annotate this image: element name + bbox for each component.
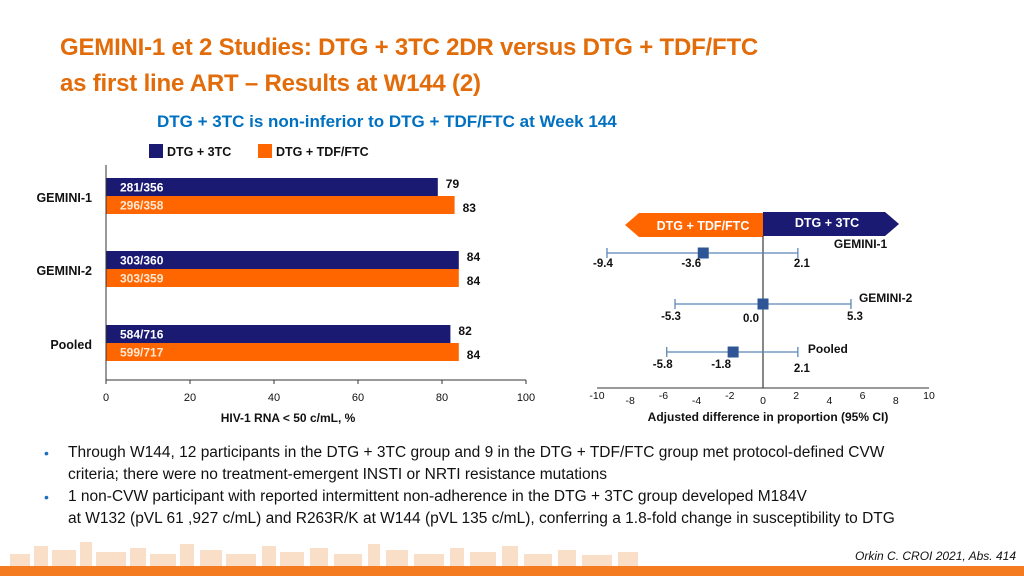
chart-subtitle: DTG + 3TC is non-inferior to DTG + TDF/F… bbox=[157, 112, 617, 131]
legend-swatch bbox=[258, 144, 272, 158]
ci-lower-label: -5.3 bbox=[661, 311, 681, 323]
bar-value-label: 84 bbox=[467, 348, 481, 362]
x-axis-title: HIV-1 RNA < 50 c/mL, % bbox=[221, 411, 356, 425]
bar bbox=[106, 325, 451, 343]
x-tick-label: 100 bbox=[517, 392, 535, 404]
x-tick-label: -8 bbox=[626, 395, 635, 407]
legend-label: DTG + 3TC bbox=[167, 145, 231, 159]
ci-lower-label: -9.4 bbox=[593, 258, 613, 270]
ci-upper-label: 5.3 bbox=[847, 311, 863, 323]
bar bbox=[106, 196, 455, 214]
point-estimate-marker bbox=[727, 346, 739, 358]
footer-bar bbox=[0, 566, 1024, 576]
arrow-left-icon bbox=[625, 213, 763, 237]
arrow-right-label: DTG + 3TC bbox=[795, 216, 859, 230]
bar-fraction-label: 303/359 bbox=[120, 272, 164, 286]
bar-chart: DTG + 3TC DTG + TDF/FTC GEMINI-1 281/356 79 2… bbox=[36, 144, 535, 425]
x-tick-label: -4 bbox=[692, 395, 701, 407]
ci-upper-label: 2.1 bbox=[794, 363, 811, 375]
x-tick-label: -10 bbox=[589, 390, 604, 402]
arrow-right-icon bbox=[763, 212, 899, 236]
bar-value-label: 83 bbox=[463, 201, 477, 215]
x-tick-label: 4 bbox=[826, 395, 832, 407]
bar-value-label: 82 bbox=[458, 324, 472, 338]
ci-lower-label: -5.8 bbox=[653, 359, 673, 371]
bullet-line: at W132 (pVL 61 ,927 c/mL) and R263R/K a… bbox=[68, 510, 895, 527]
estimate-label: 0.0 bbox=[743, 313, 759, 325]
x-tick-label: 2 bbox=[793, 390, 799, 402]
x-tick-label: 6 bbox=[860, 390, 866, 402]
estimate-label: -1.8 bbox=[711, 359, 731, 371]
x-tick-label: 60 bbox=[352, 392, 364, 404]
x-tick-label: 8 bbox=[893, 395, 899, 407]
x-tick-label: -6 bbox=[659, 390, 668, 402]
legend-swatch bbox=[149, 144, 163, 158]
category-label: GEMINI-2 bbox=[36, 264, 92, 278]
bar-fraction-label: 296/358 bbox=[120, 199, 164, 213]
bar bbox=[106, 251, 459, 269]
bar bbox=[106, 178, 438, 196]
bullet-line: 1 non-CVW participant with reported inte… bbox=[68, 488, 807, 505]
x-tick-label: 80 bbox=[436, 392, 448, 404]
bar bbox=[106, 343, 459, 361]
bar-value-label: 84 bbox=[467, 274, 481, 288]
point-estimate-marker bbox=[757, 298, 769, 310]
bullet-list: • Through W144, 12 participants in the D… bbox=[44, 442, 1004, 530]
bar-value-label: 84 bbox=[467, 250, 481, 264]
reference-citation: Orkin C. CROI 2021, Abs. 414 bbox=[855, 549, 1016, 563]
bar-fraction-label: 584/716 bbox=[120, 328, 164, 342]
bar bbox=[106, 269, 459, 287]
bullet-item: • Through W144, 12 participants in the D… bbox=[44, 442, 1004, 486]
x-tick-label: -2 bbox=[725, 390, 734, 402]
ci-upper-label: 2.1 bbox=[794, 258, 811, 270]
x-tick-label: 20 bbox=[184, 392, 196, 404]
study-label: Pooled bbox=[808, 342, 848, 356]
title-line-1: GEMINI-1 et 2 Studies: DTG + 3TC 2DR ver… bbox=[60, 34, 759, 61]
legend-label: DTG + TDF/FTC bbox=[276, 145, 369, 159]
bullet-line: criteria; there were no treatment-emerge… bbox=[68, 466, 607, 483]
x-tick-label: 10 bbox=[923, 390, 935, 402]
x-tick-label: 0 bbox=[103, 392, 109, 404]
arrow-left-label: DTG + TDF/FTC bbox=[657, 219, 750, 233]
x-tick-label: 0 bbox=[760, 395, 766, 407]
bar-fraction-label: 303/360 bbox=[120, 254, 164, 268]
bullet-icon: • bbox=[44, 445, 49, 461]
slide-title: GEMINI-1 et 2 Studies: DTG + 3TC 2DR ver… bbox=[60, 30, 960, 102]
bar-fraction-label: 599/717 bbox=[120, 346, 164, 360]
title-line-2: as first line ART – Results at W144 (2) bbox=[60, 70, 481, 97]
bullet-item: • 1 non-CVW participant with reported in… bbox=[44, 486, 1004, 530]
x-tick-label: 40 bbox=[268, 392, 280, 404]
bar-value-label: 79 bbox=[446, 177, 460, 191]
study-label: GEMINI-1 bbox=[834, 237, 888, 251]
bar-fraction-label: 281/356 bbox=[120, 181, 164, 195]
category-label: GEMINI-1 bbox=[36, 191, 92, 205]
bullet-line: Through W144, 12 participants in the DTG… bbox=[68, 444, 885, 461]
forest-plot: DTG + TDF/FTC DTG + 3TC GEMINI-1 -9.4 -3.6 2.… bbox=[589, 212, 935, 424]
estimate-label: -3.6 bbox=[681, 258, 701, 270]
x-axis-title: Adjusted difference in proportion (95% C… bbox=[648, 410, 889, 424]
study-label: GEMINI-2 bbox=[859, 291, 913, 305]
category-label: Pooled bbox=[50, 338, 92, 352]
skyline-decoration bbox=[10, 542, 638, 566]
bullet-icon: • bbox=[44, 489, 49, 505]
point-estimate-marker bbox=[697, 247, 709, 259]
